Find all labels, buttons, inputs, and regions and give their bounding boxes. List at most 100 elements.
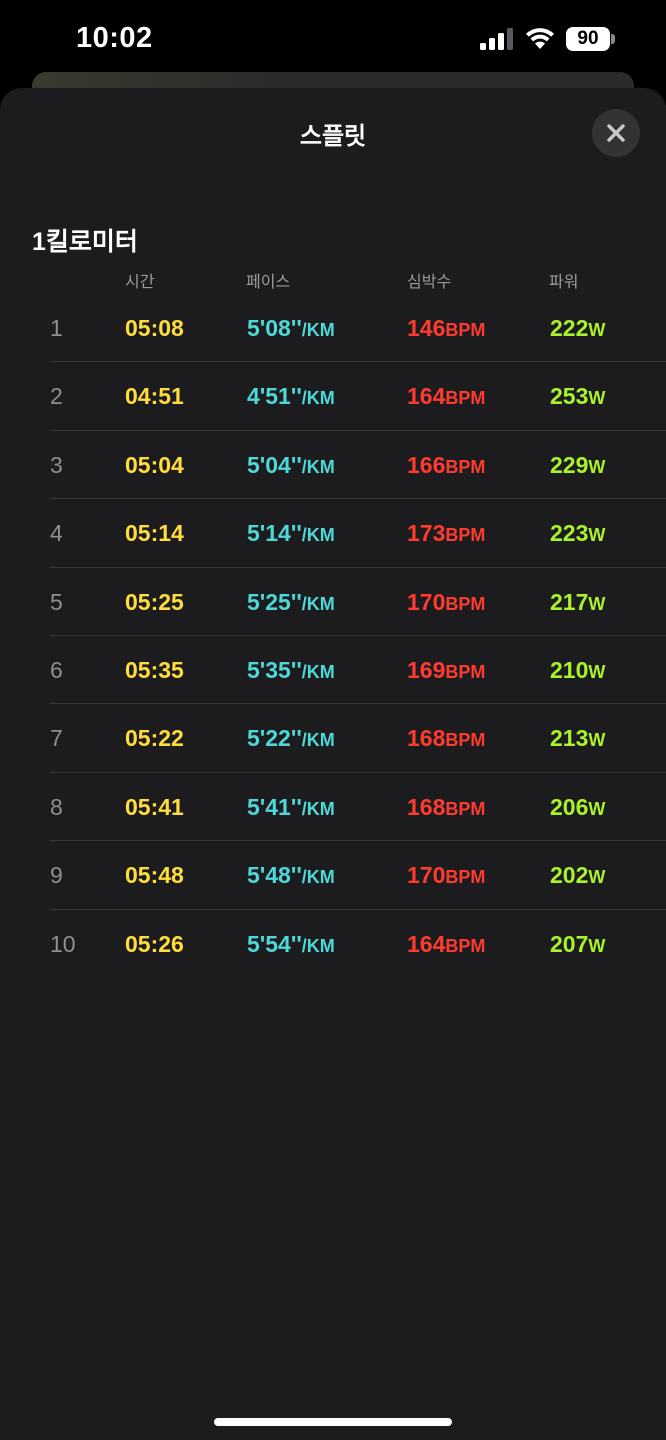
cellular-signal-icon: [480, 28, 513, 50]
power-value: 202: [550, 862, 589, 889]
splits-list: 1 05:08 5'08''/KM 146BPM 222W 2 04:51 4'51''/KM…: [0, 294, 666, 978]
power-unit: W: [588, 661, 606, 682]
power-value: 206: [550, 793, 589, 820]
wifi-icon: [526, 28, 554, 49]
power-value: 207: [550, 930, 589, 957]
split-power: 223W: [550, 499, 605, 567]
home-indicator[interactable]: [214, 1418, 452, 1426]
pace-value: 5'04'': [247, 451, 302, 478]
split-heart-rate: 168BPM: [407, 773, 485, 841]
power-value: 210: [550, 656, 589, 683]
pace-unit: /KM: [301, 867, 335, 888]
power-value: 223: [550, 520, 589, 547]
column-header-power: 파워: [549, 272, 579, 291]
split-index: 8: [50, 793, 63, 820]
heart-rate-unit: BPM: [445, 867, 486, 888]
split-time: 05:35: [125, 656, 184, 683]
power-unit: W: [588, 388, 606, 409]
pace-value: 5'35'': [247, 656, 302, 683]
split-row: 2 04:51 4'51''/KM 164BPM 253W: [0, 362, 666, 431]
pace-unit: /KM: [301, 593, 335, 614]
heart-rate-value: 164: [407, 383, 446, 410]
split-row: 5 05:25 5'25''/KM 170BPM 217W: [0, 568, 666, 636]
heart-rate-value: 146: [407, 315, 446, 341]
split-index: 1: [50, 315, 63, 341]
pace-value: 5'48'': [247, 862, 302, 889]
split-index: 10: [50, 930, 76, 957]
heart-rate-unit: BPM: [445, 798, 486, 819]
row-divider: [50, 840, 666, 842]
pace-value: 5'08'': [247, 315, 302, 341]
close-icon: [607, 124, 625, 142]
heart-rate-value: 169: [407, 656, 446, 683]
pace-unit: /KM: [301, 730, 335, 751]
pace-value: 5'22'': [247, 725, 302, 752]
split-time: 05:41: [125, 793, 184, 820]
pace-unit: /KM: [301, 525, 335, 546]
status-bar: 10:02 90: [0, 0, 666, 80]
split-pace: 5'48''/KM: [247, 841, 335, 909]
sheet-title: 스플릿: [299, 123, 367, 150]
battery-tip: [611, 34, 615, 44]
pace-value: 5'54'': [247, 930, 302, 957]
pace-unit: /KM: [301, 798, 335, 819]
power-value: 222: [550, 315, 589, 341]
column-header-pace: 페이스: [246, 272, 291, 291]
split-heart-rate: 168BPM: [407, 704, 485, 772]
column-header-heart-rate: 심박수: [407, 272, 452, 291]
split-row: 9 05:48 5'48''/KM 170BPM 202W: [0, 841, 666, 910]
heart-rate-value: 164: [407, 930, 446, 957]
split-power: 253W: [550, 362, 605, 430]
split-time: 05:04: [125, 451, 184, 478]
split-pace: 4'51''/KM: [247, 362, 335, 430]
split-row: 7 05:22 5'22''/KM 168BPM 213W: [0, 704, 666, 773]
heart-rate-unit: BPM: [445, 320, 486, 340]
power-unit: W: [588, 798, 606, 819]
split-row: 1 05:08 5'08''/KM 146BPM 222W: [0, 294, 666, 363]
split-time: 05:08: [125, 315, 184, 341]
split-time: 05:48: [125, 862, 184, 889]
split-pace: 5'14''/KM: [247, 499, 335, 567]
row-divider: [50, 361, 666, 363]
heart-rate-unit: BPM: [445, 525, 486, 546]
split-index: 5: [50, 588, 63, 615]
power-unit: W: [588, 730, 606, 751]
split-time: 05:14: [125, 520, 184, 547]
power-value: 213: [550, 725, 589, 752]
power-unit: W: [588, 593, 606, 614]
heart-rate-unit: BPM: [445, 388, 486, 409]
split-time: 05:26: [125, 930, 184, 957]
split-time: 05:22: [125, 725, 184, 752]
close-button[interactable]: [592, 109, 640, 157]
split-index: 6: [50, 656, 63, 683]
split-power: 217W: [550, 568, 605, 636]
split-row: 6 05:35 5'35''/KM 169BPM 210W: [0, 636, 666, 705]
split-pace: 5'54''/KM: [247, 910, 335, 978]
split-heart-rate: 164BPM: [407, 910, 485, 978]
row-divider: [50, 429, 666, 431]
split-row: 10 05:26 5'54''/KM 164BPM 207W: [0, 910, 666, 978]
battery-icon: 90: [566, 27, 610, 51]
power-unit: W: [588, 320, 606, 340]
column-header-time: 시간: [125, 272, 155, 291]
pace-value: 5'25'': [247, 588, 302, 615]
heart-rate-unit: BPM: [445, 456, 486, 477]
power-unit: W: [588, 456, 606, 477]
section-title: 1킬로미터: [32, 228, 138, 256]
split-heart-rate: 169BPM: [407, 636, 485, 704]
row-divider: [50, 703, 666, 705]
pace-unit: /KM: [301, 661, 335, 682]
heart-rate-value: 168: [407, 725, 446, 752]
split-heart-rate: 164BPM: [407, 362, 485, 430]
row-divider: [50, 498, 666, 500]
split-heart-rate: 170BPM: [407, 841, 485, 909]
split-power: 210W: [550, 636, 605, 704]
split-pace: 5'04''/KM: [247, 431, 335, 499]
split-pace: 5'08''/KM: [247, 294, 335, 362]
heart-rate-value: 170: [407, 588, 446, 615]
split-pace: 5'35''/KM: [247, 636, 335, 704]
heart-rate-value: 170: [407, 862, 446, 889]
heart-rate-value: 173: [407, 520, 446, 547]
heart-rate-unit: BPM: [445, 593, 486, 614]
